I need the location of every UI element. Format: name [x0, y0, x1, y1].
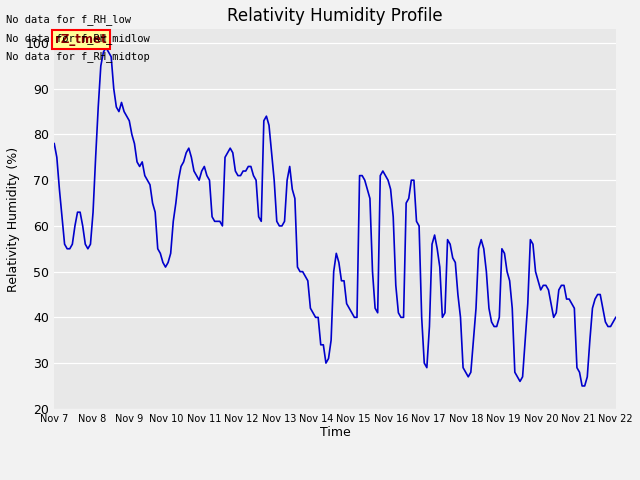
- Text: No data for f_RH_midlow: No data for f_RH_midlow: [6, 33, 150, 44]
- Text: rZ_tmet: rZ_tmet: [55, 33, 107, 46]
- X-axis label: Time: Time: [319, 426, 350, 440]
- Title: Relativity Humidity Profile: Relativity Humidity Profile: [227, 7, 443, 25]
- Text: No data for f_RH_low: No data for f_RH_low: [6, 14, 131, 25]
- Y-axis label: Relativity Humidity (%): Relativity Humidity (%): [7, 146, 20, 292]
- Text: No data for f_RH_midtop: No data for f_RH_midtop: [6, 51, 150, 62]
